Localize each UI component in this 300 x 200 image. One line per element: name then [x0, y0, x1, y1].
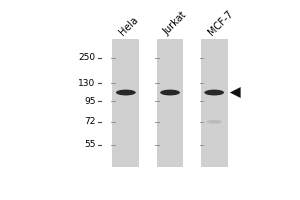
Ellipse shape: [207, 120, 222, 124]
Ellipse shape: [204, 90, 224, 95]
Text: MCF-7: MCF-7: [206, 8, 235, 37]
Text: 55: 55: [84, 140, 96, 149]
Bar: [157, 39, 183, 167]
Text: Jurkat: Jurkat: [162, 10, 189, 37]
Text: 250: 250: [79, 53, 96, 62]
Text: 95: 95: [84, 97, 96, 106]
Text: 130: 130: [78, 79, 96, 88]
Ellipse shape: [160, 90, 180, 95]
Bar: [201, 39, 228, 167]
Bar: [112, 39, 139, 167]
Text: 72: 72: [84, 117, 96, 126]
Text: Hela: Hela: [118, 14, 140, 37]
Polygon shape: [230, 87, 241, 98]
Ellipse shape: [116, 90, 136, 95]
